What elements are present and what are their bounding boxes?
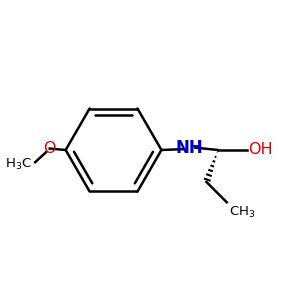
Text: OH: OH xyxy=(248,142,273,158)
Text: H$_3$C: H$_3$C xyxy=(4,157,32,172)
Text: NH: NH xyxy=(175,139,203,157)
Text: O: O xyxy=(44,141,56,156)
Text: CH$_3$: CH$_3$ xyxy=(229,205,256,220)
